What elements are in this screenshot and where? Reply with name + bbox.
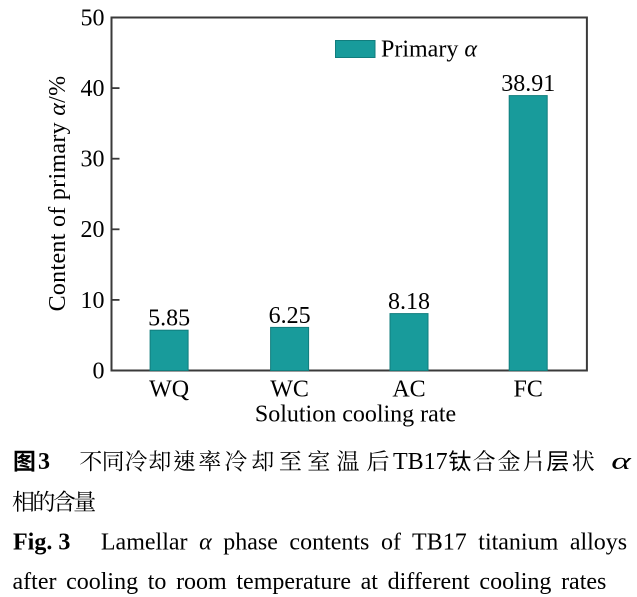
svg-text:8.18: 8.18 <box>388 289 430 315</box>
svg-text:α: α <box>611 448 631 475</box>
svg-text:3: 3 <box>38 449 50 475</box>
svg-text:0: 0 <box>93 358 105 384</box>
svg-text:Lamellar α phase contents of T: Lamellar α phase contents of TB17 titani… <box>101 530 627 556</box>
svg-text:Primary α: Primary α <box>381 37 477 63</box>
svg-text:Fig. 3: Fig. 3 <box>13 530 70 556</box>
svg-text:30: 30 <box>81 147 105 173</box>
svg-text:TB17: TB17 <box>393 449 448 475</box>
svg-text:5.85: 5.85 <box>148 306 190 332</box>
svg-text:Solution cooling rate: Solution cooling rate <box>255 401 456 427</box>
svg-text:WC: WC <box>270 377 309 403</box>
svg-text:10: 10 <box>81 288 105 314</box>
svg-text:FC: FC <box>514 377 543 403</box>
svg-text:after cooling to room temperat: after cooling to room temperature at dif… <box>13 569 607 595</box>
svg-text:50: 50 <box>81 5 105 31</box>
svg-text:20: 20 <box>81 217 105 243</box>
svg-text:WQ: WQ <box>149 377 189 403</box>
svg-text:AC: AC <box>392 377 425 403</box>
svg-text:6.25: 6.25 <box>269 303 311 329</box>
svg-text:38.91: 38.91 <box>501 71 555 97</box>
svg-text:Content of primary α/%: Content of primary α/% <box>45 76 71 312</box>
svg-text:40: 40 <box>81 76 105 102</box>
